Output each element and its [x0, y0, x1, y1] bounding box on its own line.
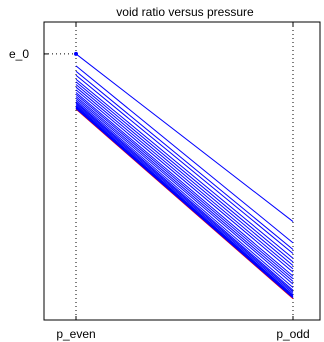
series-line-17: [75, 105, 294, 296]
highlight-series-line: [75, 108, 294, 299]
series-line-12: [75, 97, 294, 285]
chart-title: void ratio versus pressure: [116, 5, 254, 19]
series-line-9: [75, 92, 294, 277]
series-line-8: [75, 89, 294, 273]
e0-start-marker: [74, 51, 78, 56]
plot-frame: [43, 21, 321, 321]
axis-ticks: e_0 p_even p_odd: [9, 22, 310, 341]
series-line-14: [75, 101, 294, 291]
x-tick-label-p_odd: p_odd: [276, 327, 309, 341]
series-line-11: [75, 96, 294, 282]
series-line-10: [75, 93, 294, 280]
series-lines: [74, 51, 294, 299]
series-line-15: [75, 102, 294, 293]
y-tick-label-e0: e_0: [9, 47, 29, 61]
series-line-1: [75, 65, 294, 244]
series-line-18: [75, 106, 294, 297]
series-line-5: [75, 81, 294, 263]
series-line-6: [75, 84, 294, 266]
series-line-16: [75, 104, 294, 294]
series-line-7: [75, 86, 294, 270]
lowest-series-line: [75, 107, 294, 299]
series-line-3: [75, 74, 294, 254]
x-tick-label-p_even: p_even: [56, 327, 95, 341]
series-line-2: [75, 70, 294, 250]
series-line-4: [75, 78, 294, 259]
series-line-13: [75, 99, 294, 288]
reference-lines: [44, 22, 294, 320]
series-line-0: [75, 53, 294, 222]
